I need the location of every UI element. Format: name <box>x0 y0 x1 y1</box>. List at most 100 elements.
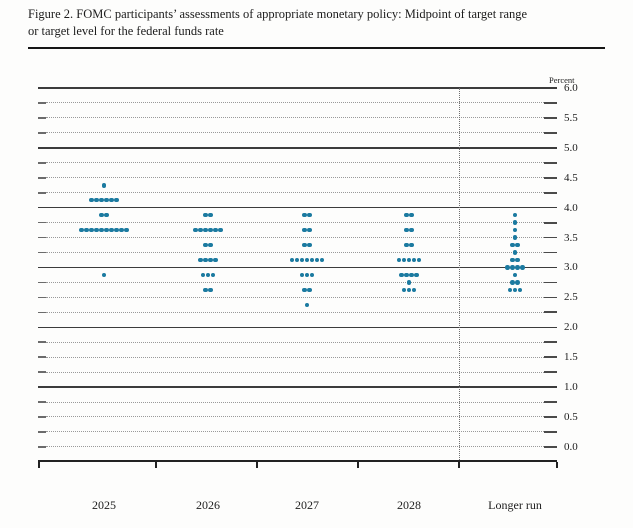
gridline-right-tick <box>544 446 557 448</box>
y-tick-label-0.5: 0.5 <box>564 411 578 424</box>
fomc-dot <box>119 227 124 233</box>
gridline-left-dash <box>38 191 46 194</box>
fomc-dot <box>510 242 515 248</box>
y-tick-label-6.0: 6.0 <box>564 82 578 94</box>
gridline-right-tick <box>544 371 557 374</box>
gridline-dotted-2.75 <box>46 281 544 283</box>
fomc-dot <box>124 227 129 233</box>
y-tick-label-4.5: 4.5 <box>564 171 578 184</box>
gridline-left-dash <box>38 356 46 359</box>
fomc-dot <box>399 272 404 278</box>
fomc-dot <box>99 212 104 218</box>
fomc-dot <box>208 287 213 293</box>
gridline-left-dash <box>38 341 46 344</box>
fomc-dot <box>101 272 107 278</box>
fomc-dot <box>510 265 515 270</box>
fomc-dot <box>414 272 419 278</box>
fomc-dot <box>416 257 422 263</box>
fomc-dot <box>396 257 402 263</box>
fomc-dot <box>512 235 518 240</box>
gridline-right-tick <box>544 296 557 299</box>
fomc-dot <box>114 197 119 203</box>
fomc-dot <box>309 272 315 278</box>
fomc-dot <box>294 257 300 263</box>
title-rule <box>28 47 605 49</box>
fomc-dot <box>218 227 223 233</box>
gridline-right-tick <box>544 251 557 254</box>
gridline-dotted-5.75 <box>46 102 544 104</box>
gridline-right-tick <box>544 131 557 134</box>
fomc-dot <box>515 265 520 270</box>
gridline-solid-3 <box>38 266 557 269</box>
gridline-dotted-3.75 <box>46 222 544 224</box>
y-tick-label-5.5: 5.5 <box>564 111 578 124</box>
gridline-right-tick <box>544 356 557 359</box>
x-category-label-2026: 2026 <box>196 498 220 512</box>
fomc-dot <box>409 242 414 248</box>
fomc-dot <box>193 227 198 233</box>
y-tick-label-1.0: 1.0 <box>564 381 578 394</box>
gridline-solid-6 <box>38 87 557 89</box>
gridline-right-tick <box>544 401 557 404</box>
x-axis-tick-0 <box>38 462 40 468</box>
fomc-dot <box>114 227 119 233</box>
fomc-dot <box>89 227 94 233</box>
gridline-left-dash <box>38 311 46 314</box>
fomc-dot <box>512 220 518 225</box>
gridline-dotted-4.75 <box>46 162 544 164</box>
fomc-dot <box>507 287 513 293</box>
gridline-right-tick <box>544 431 557 433</box>
fomc-dot <box>210 272 216 278</box>
y-tick-label-3.0: 3.0 <box>564 261 578 274</box>
gridline-left-dash <box>38 431 46 433</box>
gridline-right-tick <box>544 281 557 284</box>
gridline-right-tick <box>544 191 557 194</box>
fomc-dot <box>512 212 518 218</box>
fomc-dot <box>307 287 312 293</box>
gridline-dotted-0.25 <box>46 431 544 433</box>
fomc-dot <box>99 227 104 233</box>
y-tick-label-2.5: 2.5 <box>564 291 578 304</box>
gridline-right-tick <box>544 102 557 104</box>
fomc-dot <box>404 212 409 218</box>
fomc-dot <box>104 212 109 218</box>
fomc-dot <box>203 212 208 218</box>
fomc-dot <box>198 227 203 233</box>
gridline-solid-4 <box>38 206 557 209</box>
fomc-dot <box>510 280 515 285</box>
gridline-right-tick <box>544 161 557 164</box>
gridline-right-tick <box>544 311 557 314</box>
fomc-dot <box>411 257 417 263</box>
fomc-dot <box>208 212 213 218</box>
fomc-dot <box>505 265 510 270</box>
fomc-dot <box>299 257 305 263</box>
gridline-left-dash <box>38 132 46 134</box>
gridline-right-tick <box>544 176 557 179</box>
fomc-dot <box>307 242 312 248</box>
fomc-dot <box>406 287 412 293</box>
x-axis-tick-3 <box>357 462 359 468</box>
gridline-dotted-2.25 <box>46 311 544 313</box>
x-axis-tick-5 <box>556 462 558 468</box>
gridline-left-dash <box>38 416 46 418</box>
fomc-dot <box>404 227 409 233</box>
fomc-dot <box>203 257 208 263</box>
gridline-right-tick <box>544 416 557 418</box>
fomc-dot <box>304 272 310 278</box>
fomc-dot <box>406 280 412 285</box>
fomc-dot <box>314 257 320 263</box>
fomc-dot <box>205 272 211 278</box>
fomc-dot <box>404 242 409 248</box>
fomc-dot <box>512 227 518 233</box>
gridline-left-dash <box>38 176 46 179</box>
gridline-left-dash <box>38 221 46 224</box>
fomc-dot <box>213 227 218 233</box>
fomc-dot <box>198 257 203 263</box>
fomc-dot <box>409 272 414 278</box>
figure-title: Figure 2. FOMC participants’ assessments… <box>28 6 527 39</box>
fomc-dot <box>515 280 520 285</box>
longer-run-separator <box>459 88 460 462</box>
gridline-solid-2 <box>38 326 557 329</box>
gridline-dotted-1.75 <box>46 341 544 343</box>
gridline-dotted-1.25 <box>46 371 544 373</box>
